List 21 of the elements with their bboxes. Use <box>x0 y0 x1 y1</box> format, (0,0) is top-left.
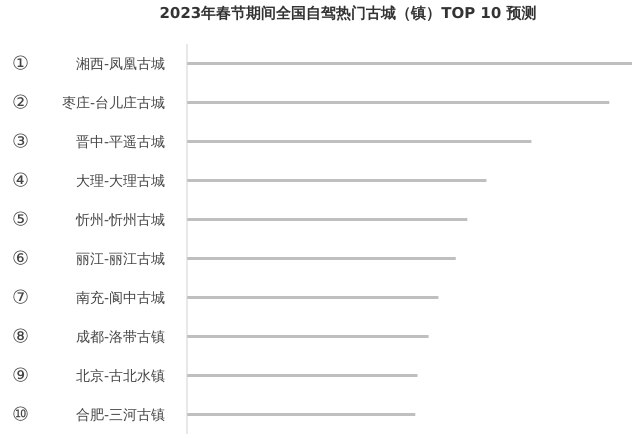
bar <box>187 100 610 104</box>
bar <box>187 62 632 65</box>
category-label: ⑩ 合肥-三河古镇 <box>12 404 165 426</box>
category-label: ⑧ 成都-洛带古镇 <box>12 326 165 348</box>
bar <box>187 256 456 260</box>
bar <box>187 178 486 182</box>
category-label: ② 枣庄-台儿庄古城 <box>12 92 165 114</box>
category-label: ⑨ 北京-古北水镇 <box>12 364 165 386</box>
category-label: ⑦ 南充-阆中古城 <box>12 286 165 308</box>
category-label: ① 湘西-凤凰古城 <box>12 52 165 74</box>
bar <box>187 218 468 221</box>
category-label: ③ 晋中-平遥古城 <box>12 130 165 152</box>
bar <box>187 296 438 299</box>
category-label: ④ 大理-大理古城 <box>12 170 165 192</box>
category-label: ⑤ 忻州-忻州古城 <box>12 208 165 230</box>
bar <box>187 140 532 143</box>
bar <box>187 412 416 416</box>
category-label: ⑥ 丽江-丽江古城 <box>12 248 165 270</box>
bar <box>187 334 429 338</box>
bar <box>187 374 418 377</box>
chart-title: 2023年春节期间全国自驾热门古城（镇）TOP 10 预测 <box>158 4 538 24</box>
